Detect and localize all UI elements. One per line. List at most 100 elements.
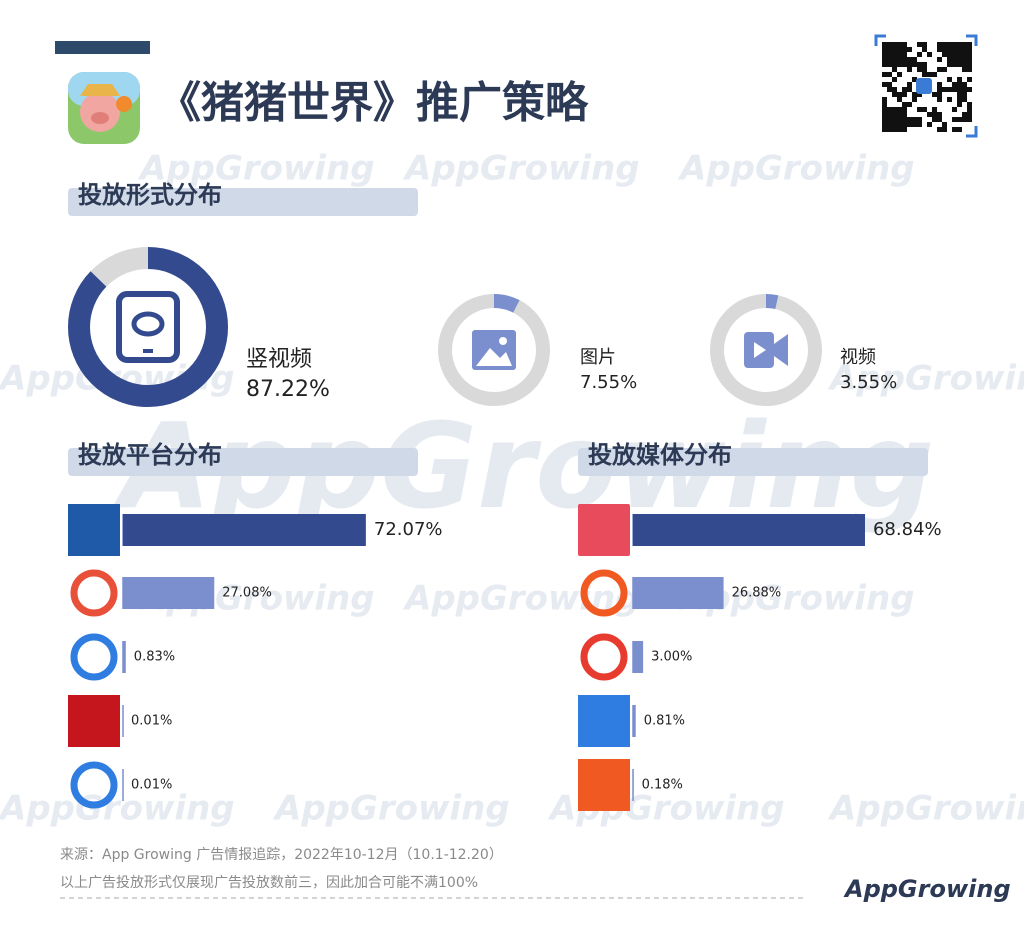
qr-cell bbox=[882, 72, 887, 77]
bar bbox=[123, 641, 126, 673]
qr-cell bbox=[967, 67, 972, 72]
qr-cell bbox=[912, 62, 917, 67]
icon bbox=[143, 349, 153, 353]
qr-cell bbox=[892, 52, 897, 57]
qr-cell bbox=[952, 52, 957, 57]
qr-cell bbox=[937, 127, 942, 132]
qr-cell bbox=[932, 72, 937, 77]
watermark: AppGrowing bbox=[827, 789, 1024, 829]
watermark: AppGrowing bbox=[827, 359, 1024, 399]
qr-cell bbox=[907, 67, 912, 72]
qr-cell bbox=[912, 57, 917, 62]
qr-cell bbox=[952, 62, 957, 67]
qr-cell bbox=[952, 47, 957, 52]
qr-cell bbox=[887, 57, 892, 62]
bar bbox=[633, 577, 724, 609]
qr-cell bbox=[922, 67, 927, 72]
qr-cell bbox=[897, 47, 902, 52]
qr-cell bbox=[892, 87, 897, 92]
qr-cell bbox=[922, 47, 927, 52]
qr-cell bbox=[962, 97, 967, 102]
qr-cell bbox=[912, 117, 917, 122]
icon bbox=[754, 342, 766, 358]
icon bbox=[476, 348, 512, 366]
qr-cell bbox=[967, 107, 972, 112]
icon bbox=[131, 311, 165, 337]
qr-cell bbox=[907, 117, 912, 122]
platform-icon bbox=[578, 504, 630, 556]
qr-cell bbox=[942, 52, 947, 57]
qr-cell bbox=[962, 67, 967, 72]
brand-logo: AppGrowing bbox=[843, 875, 1011, 903]
qr-cell bbox=[957, 52, 962, 57]
qr-cell bbox=[892, 122, 897, 127]
qr-cell bbox=[912, 97, 917, 102]
qr-cell bbox=[927, 122, 932, 127]
qr-cell bbox=[907, 87, 912, 92]
bar bbox=[123, 577, 215, 609]
qr-cell bbox=[957, 127, 962, 132]
qr-cell bbox=[942, 42, 947, 47]
app-icon bbox=[68, 72, 140, 144]
qr-cell bbox=[902, 42, 907, 47]
value-label: 0.01% bbox=[131, 778, 172, 793]
section-title: 投放媒体分布 bbox=[588, 441, 732, 469]
qr-cell bbox=[907, 122, 912, 127]
section-band bbox=[68, 448, 418, 476]
donut-arc bbox=[438, 294, 550, 406]
qr-cell bbox=[887, 72, 892, 77]
qr-cell bbox=[882, 62, 887, 67]
qr-cell bbox=[967, 87, 972, 92]
qr-cell bbox=[882, 97, 887, 102]
accent-bar bbox=[55, 41, 150, 54]
category-label: 图片 bbox=[580, 347, 616, 368]
qr-cell bbox=[942, 127, 947, 132]
qr-cell bbox=[927, 72, 932, 77]
value-label: 3.00% bbox=[651, 650, 692, 665]
qr-cell bbox=[922, 107, 927, 112]
qr-cell bbox=[892, 107, 897, 112]
qr-cell bbox=[897, 92, 902, 97]
value-label: 3.55% bbox=[840, 372, 897, 393]
qr-cell bbox=[897, 52, 902, 57]
platform-icon bbox=[578, 759, 630, 811]
section-band bbox=[578, 448, 928, 476]
qr-cell bbox=[887, 42, 892, 47]
qr-cell bbox=[897, 112, 902, 117]
qr-cell bbox=[892, 47, 897, 52]
platform-icon bbox=[68, 504, 120, 556]
qr-cell bbox=[902, 47, 907, 52]
qr-cell bbox=[892, 92, 897, 97]
qr-cell bbox=[882, 47, 887, 52]
watermark: AppGrowing bbox=[677, 149, 915, 189]
platform-icon bbox=[70, 761, 118, 809]
qr-cell bbox=[887, 82, 892, 87]
qr-cell bbox=[947, 77, 952, 82]
qr-cell bbox=[902, 102, 907, 107]
qr-cell bbox=[952, 82, 957, 87]
qr-cell bbox=[887, 112, 892, 117]
qr-cell bbox=[902, 107, 907, 112]
qr-cell bbox=[897, 62, 902, 67]
value-label: 68.84% bbox=[873, 519, 942, 540]
qr-cell bbox=[897, 127, 902, 132]
qr-cell bbox=[932, 92, 937, 97]
platform-icon bbox=[70, 633, 118, 681]
watermark: AppGrowing bbox=[137, 149, 375, 189]
qr-cell bbox=[907, 57, 912, 62]
qr-code bbox=[874, 34, 978, 138]
bar bbox=[633, 769, 634, 801]
section-band bbox=[68, 188, 418, 216]
qr-cell bbox=[927, 112, 932, 117]
qr-cell bbox=[962, 42, 967, 47]
qr-cell bbox=[962, 82, 967, 87]
bar bbox=[633, 641, 644, 673]
watermark: AppGrowing bbox=[272, 789, 510, 829]
qr-cell bbox=[887, 87, 892, 92]
qr-cell bbox=[917, 52, 922, 57]
qr-cell bbox=[937, 57, 942, 62]
qr-cell bbox=[912, 77, 917, 82]
qr-cell bbox=[922, 62, 927, 67]
qr-cell bbox=[922, 42, 927, 47]
